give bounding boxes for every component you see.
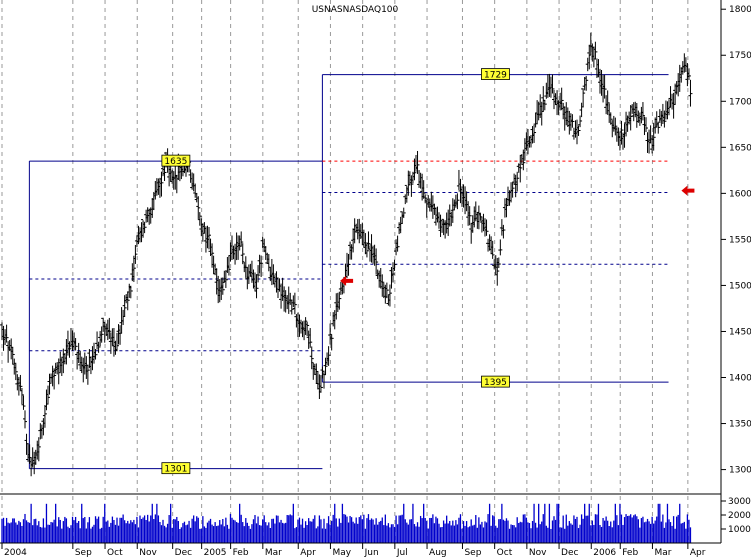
x-tick-label: Jun: [364, 548, 379, 557]
x-tick-label: Jul: [396, 548, 408, 557]
level-label-box: [481, 68, 510, 80]
volume-tick-label: 10000: [728, 525, 751, 535]
y-tick-label: 1650: [729, 143, 751, 153]
y-tick-label: 1750: [729, 51, 751, 61]
signal-arrows: [340, 185, 695, 286]
y-tick-label: 1400: [729, 374, 751, 384]
level-label: 1395: [484, 378, 507, 388]
level-label-box: [481, 375, 510, 388]
y-tick-label: 1500: [729, 281, 751, 291]
y-tick-label: 1600: [729, 189, 751, 199]
x-tick-label: Feb: [622, 548, 638, 557]
axes: [0, 0, 722, 544]
x-tick-label: 2004: [4, 548, 27, 557]
y-tick-label: 1300: [729, 466, 751, 476]
x-tick-label: Mar: [654, 548, 671, 557]
chart-title: USNASNASDAQ100: [312, 5, 399, 15]
x-tick-label: Oct: [497, 548, 513, 557]
level-label-box: [161, 462, 191, 475]
price-bars: [0, 32, 693, 477]
volume-bars: [1, 503, 692, 543]
y-tick-label: 1450: [729, 327, 751, 337]
x-tick-label: Apr: [300, 548, 316, 557]
time-axis-ticks: 2004 Sep Oct Nov Dec 2005 Feb Mar Apr May Jun Jul Au…: [1, 543, 706, 557]
x-tick-label: Dec: [175, 548, 192, 557]
x-tick-label: Feb: [233, 548, 249, 557]
x-tick-label: Aug: [429, 548, 447, 557]
x-tick-label: Apr: [690, 548, 706, 557]
level-label-box: [161, 154, 191, 167]
y-tick-label: 1350: [729, 420, 751, 430]
left-arrow-icon: [681, 185, 695, 196]
volume-tick-label: 30000: [728, 497, 751, 507]
x-tick-label: Nov: [529, 548, 547, 557]
volume-axis-ticks: 10000 20000 30000: [721, 497, 751, 535]
volume-tick-label: 20000: [728, 511, 751, 521]
x-tick-label: 2006: [593, 548, 616, 557]
x-tick-label: Sep: [464, 548, 481, 557]
level-label: 1301: [164, 465, 187, 475]
x-tick-label: May: [332, 548, 351, 557]
x-tick-label: Nov: [139, 548, 157, 557]
level-label: 1729: [484, 71, 507, 81]
x-tick-label: Sep: [75, 548, 92, 557]
y-tick-label: 1550: [729, 235, 751, 245]
grid-lines: [1, 0, 689, 543]
x-tick-label: Mar: [265, 548, 282, 557]
price-axis-ticks: 1300 1350 1400 1450 1500 1550 1600 1650 1700 1750…: [721, 5, 751, 476]
left-arrow-icon: [340, 275, 354, 286]
x-tick-label: Dec: [561, 548, 578, 557]
level-label: 1635: [164, 157, 187, 167]
y-tick-label: 1700: [729, 97, 751, 107]
x-tick-label: Oct: [107, 548, 123, 557]
level-labels: 1635 1301 1729 1395: [161, 68, 510, 475]
y-tick-label: 1800: [729, 5, 751, 15]
x-tick-label: 2005: [204, 548, 227, 557]
